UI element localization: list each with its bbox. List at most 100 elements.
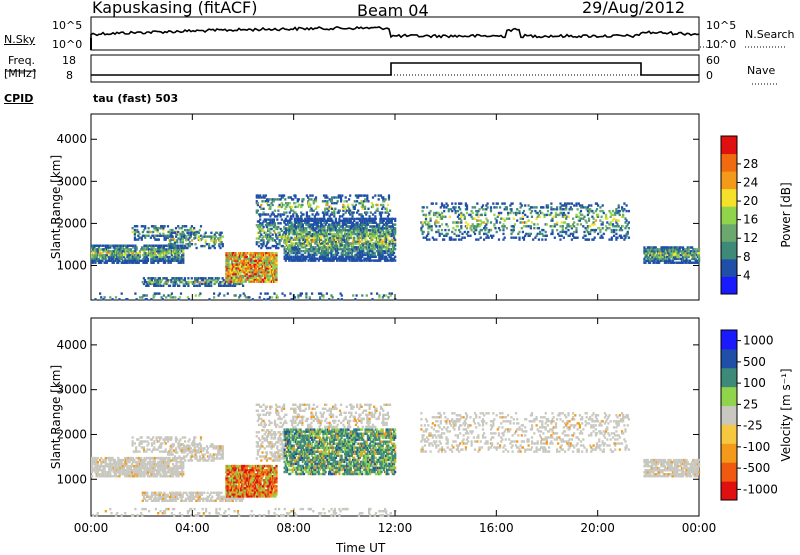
heatmap-cell xyxy=(274,210,276,212)
heatmap-cell xyxy=(305,227,307,229)
heatmap-cell xyxy=(577,223,579,225)
heatmap-cell xyxy=(196,285,198,287)
heatmap-cell xyxy=(436,216,438,218)
heatmap-cell xyxy=(490,206,492,208)
heatmap-cell xyxy=(265,213,267,215)
heatmap-cell xyxy=(583,231,585,233)
heatmap-cell xyxy=(191,225,193,227)
heatmap-cell xyxy=(198,235,200,237)
heatmap-cell xyxy=(615,208,617,210)
heatmap-cell xyxy=(490,221,492,223)
heatmap-cell xyxy=(573,221,575,223)
heatmap-cell xyxy=(109,245,111,247)
heatmap-cell xyxy=(479,208,481,210)
heatmap-cell xyxy=(541,238,543,240)
heatmap-cell xyxy=(298,204,300,206)
heatmap-cell xyxy=(334,208,336,210)
heatmap-cell xyxy=(521,204,523,206)
heatmap-cell xyxy=(319,296,321,298)
heatmap-cell xyxy=(290,237,292,239)
heatmap-cell xyxy=(355,204,357,206)
heatmap-cell xyxy=(367,241,369,243)
heatmap-cell xyxy=(326,200,328,202)
heatmap-cell xyxy=(377,204,379,206)
heatmap-cell xyxy=(601,216,603,218)
heatmap-cell xyxy=(277,213,279,215)
heatmap-cell xyxy=(441,223,443,225)
heatmap-cell xyxy=(337,298,339,300)
heatmap-cell xyxy=(134,292,136,294)
heatmap-cell xyxy=(215,277,217,279)
heatmap-cell xyxy=(206,243,208,245)
heatmap-cell xyxy=(525,233,527,235)
heatmap-cell xyxy=(326,196,328,198)
heatmap-cell xyxy=(305,292,307,294)
y-tick-label: 4000 xyxy=(56,132,87,146)
heatmap-cell xyxy=(115,296,117,298)
heatmap-cell xyxy=(496,206,498,208)
heatmap-cell xyxy=(423,206,425,208)
heatmap-cell xyxy=(357,222,359,224)
heatmap-cell xyxy=(382,196,384,198)
heatmap-cell xyxy=(522,216,524,218)
heatmap-cell xyxy=(138,233,140,235)
y-axis-label: Slant Range [km] xyxy=(49,155,63,259)
heatmap-cell xyxy=(369,215,371,217)
heatmap-cell xyxy=(474,218,476,220)
heatmap-cell xyxy=(386,208,388,210)
heatmap-cell xyxy=(556,206,558,208)
heatmap-cell xyxy=(472,206,474,208)
heatmap-cell xyxy=(167,294,169,296)
heatmap-cell xyxy=(476,202,478,204)
heatmap-cell xyxy=(159,277,161,279)
heatmap-cell xyxy=(378,198,380,200)
heatmap-cell xyxy=(515,237,517,239)
heatmap-cell xyxy=(308,215,310,217)
heatmap-cell xyxy=(98,469,100,471)
heatmap-cell xyxy=(626,210,628,212)
heatmap-cell xyxy=(277,222,279,224)
heatmap-cell xyxy=(279,232,281,234)
heatmap-cells-power xyxy=(91,194,700,300)
heatmap-cell xyxy=(114,469,116,471)
freq-series-line xyxy=(91,63,699,75)
heatmap-cell xyxy=(364,206,366,208)
heatmap-cell xyxy=(383,294,385,296)
heatmap-cell xyxy=(328,298,330,300)
heatmap-cell xyxy=(388,194,390,196)
heatmap-cell xyxy=(120,469,122,471)
heatmap-cell xyxy=(688,246,690,248)
heatmap-cell xyxy=(179,256,181,258)
colorbar-tick-label: 4 xyxy=(743,268,751,282)
heatmap-cell xyxy=(499,221,501,223)
heatmap-cell xyxy=(435,225,437,227)
heatmap-cell xyxy=(272,234,274,236)
heatmap-cell xyxy=(349,248,351,250)
heatmap-cell xyxy=(283,211,285,213)
heatmap-cell xyxy=(179,296,181,298)
heatmap-cell xyxy=(453,233,455,235)
heatmap-cell xyxy=(343,200,345,202)
heatmap-cell xyxy=(504,202,506,204)
heatmap-cell xyxy=(452,238,454,240)
heatmap-cell xyxy=(575,227,577,229)
heatmap-cell xyxy=(277,296,279,298)
heatmap-cell xyxy=(275,252,277,254)
heatmap-cell xyxy=(322,294,324,296)
heatmap-cell xyxy=(467,235,469,237)
heatmap-cell xyxy=(148,235,150,237)
heatmap-cell xyxy=(435,202,437,204)
heatmap-cell xyxy=(599,210,601,212)
heatmap-cell xyxy=(337,252,339,254)
heatmap-cell xyxy=(475,238,477,240)
colorbar-segment xyxy=(721,189,737,207)
heatmap-cell xyxy=(430,210,432,212)
heatmap-cell xyxy=(423,231,425,233)
heatmap-cell xyxy=(372,196,374,198)
heatmap-cell xyxy=(442,216,444,218)
heatmap-cell xyxy=(512,202,514,204)
heatmap-cell xyxy=(612,214,614,216)
heatmap-cell xyxy=(602,237,604,239)
heatmap-cell xyxy=(142,235,144,237)
heatmap-cell xyxy=(611,229,613,231)
